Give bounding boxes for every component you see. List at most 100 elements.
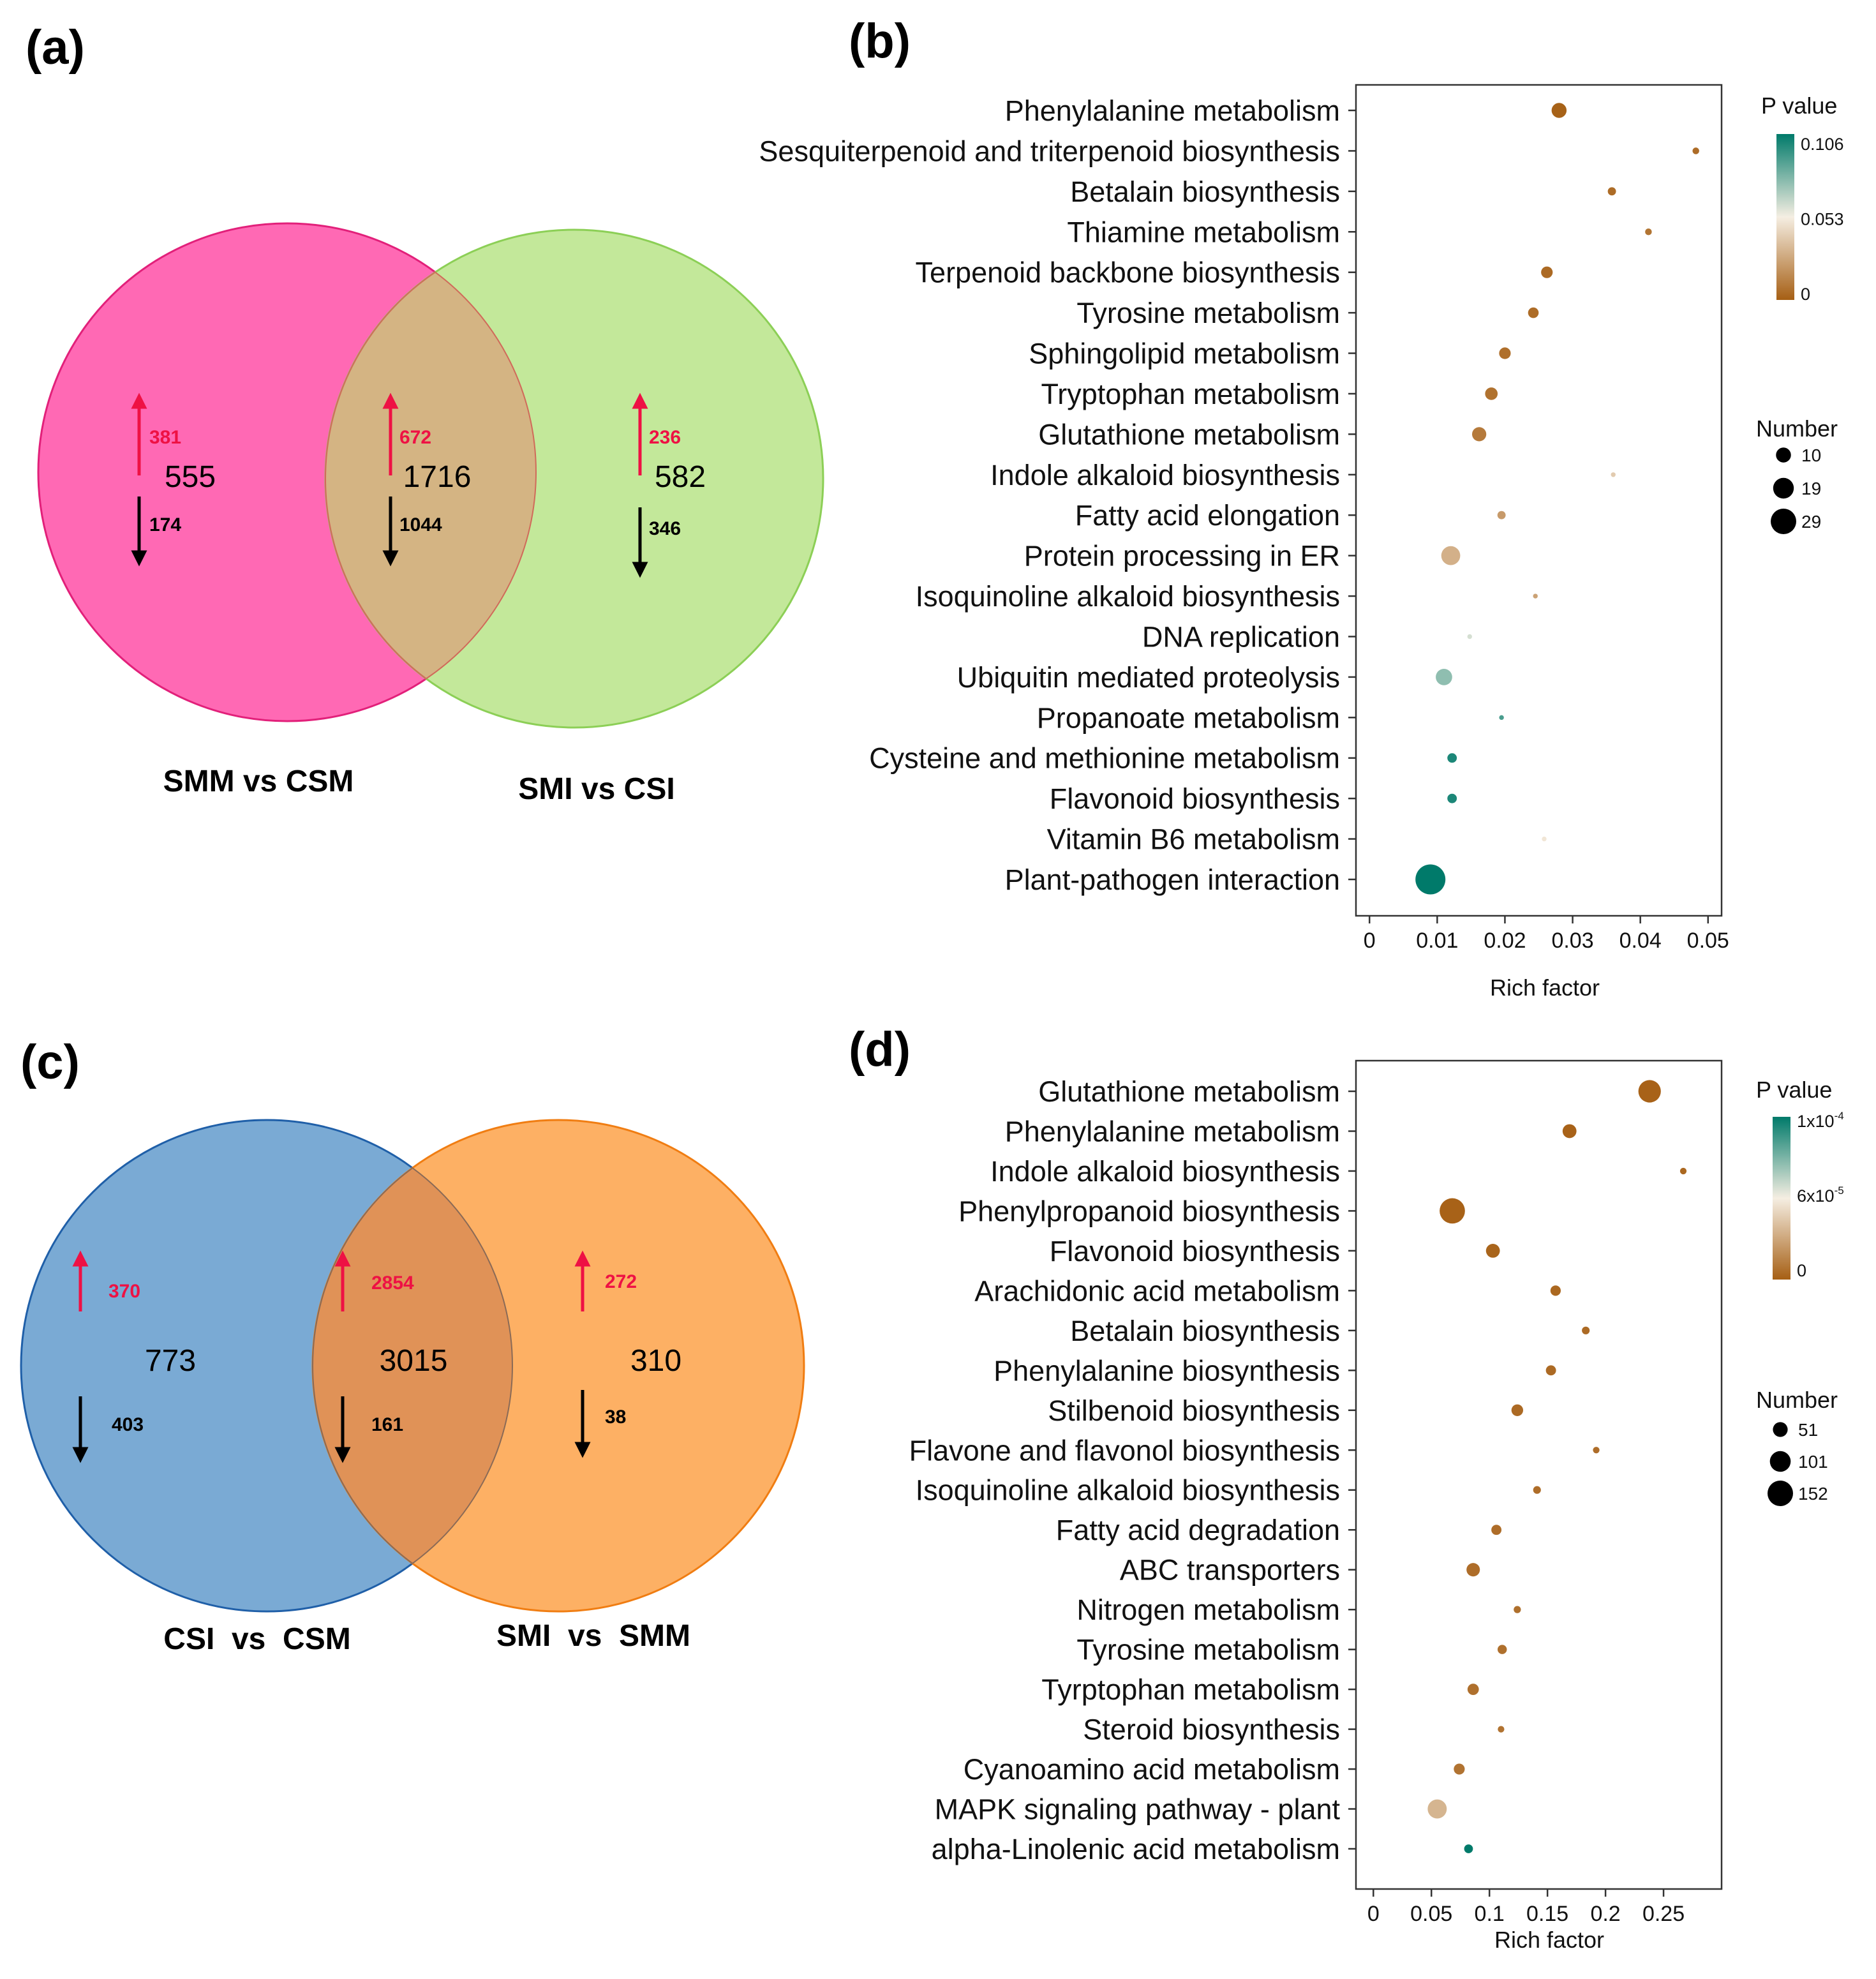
size-legend-bubble bbox=[1776, 447, 1791, 463]
down-count: 1044 bbox=[399, 514, 442, 535]
data-point bbox=[1511, 1404, 1524, 1416]
size-legend-bubble bbox=[1768, 1481, 1793, 1506]
y-tick-label: ABC transporters bbox=[1120, 1554, 1340, 1587]
size-legend-bubble bbox=[1769, 1451, 1791, 1472]
x-tick-label: 0.2 bbox=[1590, 1902, 1620, 1926]
x-tick-label: 0 bbox=[1364, 929, 1376, 953]
x-tick-label: 0.03 bbox=[1551, 929, 1593, 953]
y-tick-label: Tyrosine metabolism bbox=[1076, 297, 1340, 329]
up-count: 2854 bbox=[371, 1273, 414, 1294]
x-tick-label: 0.02 bbox=[1484, 929, 1526, 953]
data-point bbox=[1485, 1244, 1500, 1258]
data-point bbox=[1562, 1124, 1577, 1139]
down-count: 403 bbox=[112, 1414, 144, 1435]
y-tick-label: Tryptophan metabolism bbox=[1041, 378, 1340, 410]
set-name: SMI vs CSI bbox=[518, 772, 674, 806]
data-point bbox=[1499, 715, 1504, 721]
plot-frame bbox=[1355, 84, 1723, 917]
data-point bbox=[1582, 1326, 1590, 1334]
region-total: 555 bbox=[165, 460, 216, 494]
data-point bbox=[1611, 472, 1616, 477]
y-tick-label: Isoquinoline alkaloid biosynthesis bbox=[916, 580, 1340, 613]
y-tick-label: Phenylalanine biosynthesis bbox=[994, 1354, 1340, 1387]
data-point bbox=[1415, 864, 1446, 895]
y-tick-label: Sphingolipid metabolism bbox=[1029, 338, 1340, 370]
data-point bbox=[1441, 546, 1461, 565]
data-point bbox=[1528, 307, 1539, 318]
bubble-chart-d: Glutathione metabolism Phenylalanine meta… bbox=[909, 1059, 1844, 1953]
size-legend-label: 51 bbox=[1798, 1420, 1818, 1440]
size-legend-label: 152 bbox=[1798, 1484, 1828, 1504]
venn-c-overlap bbox=[312, 1167, 513, 1565]
y-tick-label: Vitamin B6 metabolism bbox=[1047, 823, 1340, 856]
y-tick-label: Phenylpropanoid biosynthesis bbox=[958, 1195, 1340, 1227]
color-legend-label: 0 bbox=[1797, 1261, 1806, 1280]
data-point bbox=[1514, 1606, 1521, 1613]
y-tick-label: Phenylalanine metabolism bbox=[1005, 94, 1340, 127]
color-legend-bar bbox=[1776, 134, 1794, 300]
data-point bbox=[1485, 387, 1498, 400]
data-point bbox=[1467, 1684, 1479, 1695]
data-point bbox=[1533, 594, 1538, 599]
venn-c: 370 773 403 2854 3015 161 272 310 38 CSI… bbox=[20, 1119, 805, 1656]
up-count: 236 bbox=[649, 427, 681, 448]
up-count: 381 bbox=[149, 427, 181, 448]
size-legend-label: 19 bbox=[1801, 479, 1821, 498]
x-tick-label: 0.05 bbox=[1410, 1902, 1452, 1926]
data-point bbox=[1466, 1563, 1480, 1577]
color-legend-bar bbox=[1773, 1117, 1790, 1280]
y-tick-label: alpha-Linolenic acid metabolism bbox=[932, 1833, 1340, 1865]
plot-frame bbox=[1355, 1059, 1723, 1890]
x-tick-label: 0 bbox=[1367, 1902, 1380, 1926]
y-tick-label: Propanoate metabolism bbox=[1037, 701, 1340, 734]
data-point bbox=[1679, 1167, 1687, 1175]
x-tick-label: 0.01 bbox=[1416, 929, 1458, 953]
data-point bbox=[1607, 187, 1616, 196]
venn-a: 381 555 174 672 1716 1044 236 582 346 SM… bbox=[37, 222, 824, 806]
y-tick-label: Plant-pathogen interaction bbox=[1005, 863, 1340, 896]
down-count: 174 bbox=[149, 514, 181, 535]
data-point bbox=[1467, 634, 1472, 639]
x-tick-label: 0.15 bbox=[1526, 1902, 1568, 1926]
data-point bbox=[1542, 836, 1547, 842]
y-tick-label: Terpenoid backbone biosynthesis bbox=[916, 257, 1340, 289]
y-tick-label: Nitrogen metabolism bbox=[1076, 1594, 1340, 1626]
color-legend-label: 0.106 bbox=[1801, 135, 1844, 154]
color-legend-label: 1x10-4 bbox=[1797, 1110, 1844, 1131]
y-tick-label: Flavone and flavonol biosynthesis bbox=[909, 1434, 1340, 1467]
y-tick-label: Fatty acid elongation bbox=[1075, 499, 1340, 532]
y-tick-label: Betalain biosynthesis bbox=[1070, 175, 1340, 208]
set-name: SMI vs SMM bbox=[496, 1619, 690, 1653]
x-tick-label: 0.1 bbox=[1475, 1902, 1505, 1926]
y-tick-label: MAPK signaling pathway - plant bbox=[935, 1793, 1341, 1826]
data-point bbox=[1692, 147, 1699, 154]
y-tick-label: Glutathione metabolism bbox=[1038, 1075, 1340, 1108]
y-tick-label: Cysteine and methionine metabolism bbox=[869, 742, 1340, 775]
set-name: SMM vs CSM bbox=[163, 765, 354, 798]
data-point bbox=[1497, 511, 1506, 519]
y-tick-label: Flavonoid biosynthesis bbox=[1050, 1235, 1340, 1267]
down-count: 161 bbox=[371, 1414, 403, 1435]
data-point bbox=[1436, 669, 1452, 685]
data-point bbox=[1593, 1447, 1600, 1454]
data-point bbox=[1471, 427, 1487, 442]
venn-a-overlap bbox=[325, 271, 537, 680]
x-tick-label: 0.04 bbox=[1619, 929, 1662, 953]
y-tick-label: Protein processing in ER bbox=[1024, 540, 1340, 572]
panel-label-b: (b) bbox=[849, 14, 911, 68]
size-legend-label: 29 bbox=[1801, 512, 1821, 532]
data-point bbox=[1498, 1726, 1505, 1733]
y-tick-label: Arachidonic acid metabolism bbox=[974, 1274, 1340, 1307]
data-point bbox=[1454, 1763, 1465, 1775]
color-legend-title: P value bbox=[1756, 1077, 1832, 1103]
x-axis-label: Rich factor bbox=[1490, 975, 1600, 1001]
up-count: 272 bbox=[605, 1271, 637, 1292]
region-total: 3015 bbox=[380, 1344, 448, 1378]
up-count: 370 bbox=[108, 1281, 140, 1302]
size-legend-bubble bbox=[1771, 509, 1796, 534]
panel-label-c: (c) bbox=[20, 1035, 80, 1089]
down-count: 346 bbox=[649, 518, 681, 539]
data-point bbox=[1447, 753, 1457, 763]
x-tick-label: 0.25 bbox=[1642, 1902, 1685, 1926]
